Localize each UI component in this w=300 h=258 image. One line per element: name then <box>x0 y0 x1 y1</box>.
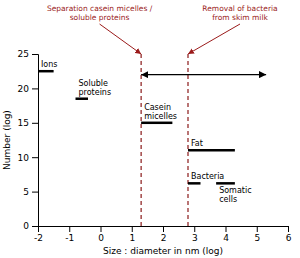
x-tick-label: 3 <box>192 233 198 243</box>
x-tick-mark <box>257 226 258 232</box>
y-tick-mark <box>32 88 38 89</box>
x-tick-label: -1 <box>65 233 74 243</box>
x-tick-mark <box>163 226 164 232</box>
marks <box>38 54 266 226</box>
annotation-arrow <box>188 24 240 54</box>
y-axis: 0 5 10 15 20 25 <box>18 49 39 231</box>
x-tick: 1 <box>129 226 135 243</box>
x-tick: 6 <box>286 226 292 243</box>
y-tick-label: 5 <box>23 187 29 197</box>
y-tick-label: 25 <box>18 49 29 59</box>
y-tick: 25 <box>18 49 38 59</box>
y-tick: 10 <box>18 153 38 163</box>
y-tick-label: 0 <box>23 221 29 231</box>
dashed-line <box>141 54 142 226</box>
range-bar <box>76 97 89 100</box>
x-tick-label: 1 <box>129 233 135 243</box>
range-bar <box>141 122 172 125</box>
x-tick-label: 5 <box>254 233 260 243</box>
bar-label: Ions <box>41 60 58 69</box>
plot: -2 -1 0 1 2 3 4 5 6 0 5 10 15 20 25 Ions Solubleproteins… <box>18 49 292 243</box>
bar-label: Bacteria <box>191 172 224 181</box>
x-tick-label: 4 <box>223 233 229 243</box>
y-axis-title: Number (log) <box>2 110 12 170</box>
annotation: Removal of bacteriafrom skim milk <box>202 4 277 22</box>
x-tick-label: 6 <box>286 233 292 243</box>
bar-label: Somaticcells <box>219 186 251 204</box>
y-axis-line <box>32 55 39 227</box>
x-axis: -2 -1 0 1 2 3 4 5 6 <box>34 226 292 243</box>
range-bar <box>188 182 201 185</box>
range-bar <box>188 149 235 152</box>
chart: -2 -1 0 1 2 3 4 5 6 0 5 10 15 20 25 Ions Solubleproteins… <box>0 0 300 258</box>
x-tick: 3 <box>192 226 198 243</box>
annotation-arrow <box>100 24 142 54</box>
x-tick: 0 <box>98 226 104 243</box>
y-tick-label: 10 <box>18 153 30 163</box>
range-bar <box>216 182 235 185</box>
y-tick-mark <box>32 123 38 124</box>
y-tick-mark <box>32 192 38 193</box>
x-tick-mark <box>69 226 70 232</box>
y-tick-label: 15 <box>18 118 29 128</box>
x-tick-label: -2 <box>34 233 43 243</box>
x-tick-mark <box>194 226 195 232</box>
y-tick: 15 <box>18 118 38 128</box>
bar-label: Solubleproteins <box>79 79 112 97</box>
x-tick-mark <box>101 226 102 232</box>
x-tick-mark <box>288 226 289 232</box>
bar-label: Fat <box>191 139 203 148</box>
x-tick: 2 <box>161 226 167 243</box>
y-tick: 5 <box>23 187 38 197</box>
y-tick-mark <box>32 226 38 227</box>
y-tick: 20 <box>18 84 38 94</box>
x-tick: -1 <box>65 226 74 243</box>
bar-labels: Ions Solubleproteins Caseinmicelles Fat Bact… <box>41 60 252 204</box>
x-tick-mark <box>226 226 227 232</box>
y-tick-mark <box>32 157 38 158</box>
dashed-line <box>187 54 188 226</box>
x-axis-title: Size : diameter in nm (log) <box>103 246 223 256</box>
y-tick-mark <box>32 54 38 55</box>
x-tick: 4 <box>223 226 229 243</box>
x-tick-label: 2 <box>161 233 167 243</box>
x-tick-mark <box>132 226 133 232</box>
y-tick-label: 20 <box>18 84 30 94</box>
y-tick: 0 <box>23 221 38 231</box>
x-tick: -2 <box>34 226 43 243</box>
x-tick: 5 <box>254 226 260 243</box>
x-axis-line <box>39 227 289 233</box>
range-arrow <box>141 74 266 75</box>
x-tick-label: 0 <box>98 233 104 243</box>
annotation: Separation casein micelles /soluble prot… <box>47 4 153 22</box>
range-bar <box>38 70 54 73</box>
bar-label: Caseinmicelles <box>144 103 177 121</box>
